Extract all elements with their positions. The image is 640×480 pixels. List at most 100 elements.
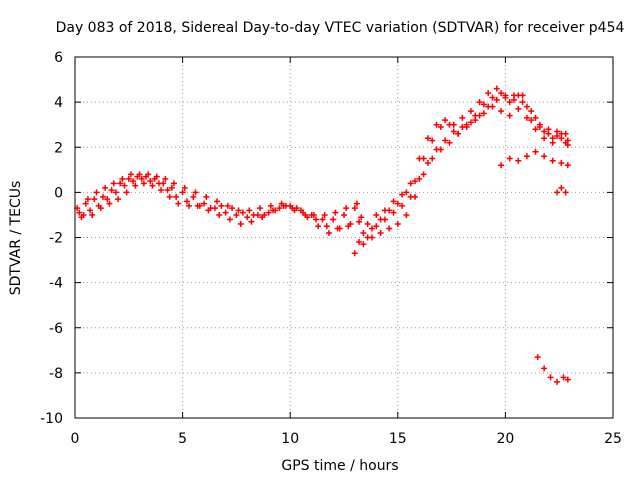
data-point (132, 182, 139, 189)
data-point (433, 146, 440, 153)
data-point (123, 189, 130, 196)
y-tick-label: -10 (40, 411, 63, 427)
data-point (319, 216, 326, 223)
data-point (244, 214, 251, 221)
data-point (534, 354, 541, 361)
data-point (121, 182, 128, 189)
data-point (201, 200, 208, 207)
data-point (158, 187, 165, 194)
data-point (554, 189, 561, 196)
data-point (429, 155, 436, 162)
data-point (377, 216, 384, 223)
data-point (399, 191, 406, 198)
data-point (364, 220, 371, 227)
data-point (368, 225, 375, 232)
data-point (485, 103, 492, 110)
data-point (89, 211, 96, 218)
data-point (358, 214, 365, 221)
data-point (511, 96, 518, 103)
data-point (136, 171, 143, 178)
x-tick-label: 25 (604, 431, 622, 447)
x-tick-label: 5 (178, 431, 187, 447)
data-point (472, 112, 479, 119)
chart-title: Day 083 of 2018, Sidereal Day-to-day VTE… (56, 20, 625, 36)
data-point (170, 180, 177, 187)
data-point (226, 216, 233, 223)
data-point (162, 175, 169, 182)
data-point (347, 220, 354, 227)
data-point (168, 184, 175, 191)
data-point (293, 205, 300, 212)
data-point (181, 184, 188, 191)
data-point (442, 137, 449, 144)
data-point (332, 209, 339, 216)
data-point (493, 85, 500, 92)
data-point (147, 178, 154, 185)
data-point (429, 137, 436, 144)
data-point (207, 205, 214, 212)
data-point (498, 108, 505, 115)
data-point (84, 196, 91, 203)
data-point (186, 202, 193, 209)
data-point (360, 241, 367, 248)
data-point (416, 155, 423, 162)
x-tick-label: 15 (389, 431, 407, 447)
data-point (519, 99, 526, 106)
data-point (140, 180, 147, 187)
data-point (450, 128, 457, 135)
data-point (175, 200, 182, 207)
data-point (80, 211, 87, 218)
data-point (145, 171, 152, 178)
y-tick-label: 6 (54, 50, 63, 66)
data-point (304, 214, 311, 221)
data-point (321, 211, 328, 218)
data-point (541, 365, 548, 372)
x-tick-label: 0 (71, 431, 80, 447)
data-point (108, 187, 115, 194)
data-point (564, 376, 571, 383)
data-point (149, 182, 156, 189)
data-point (343, 205, 350, 212)
data-point (541, 135, 548, 142)
data-point (560, 374, 567, 381)
data-point (480, 101, 487, 108)
x-tick-label: 20 (496, 431, 514, 447)
data-point (528, 108, 535, 115)
data-point (91, 196, 98, 203)
data-point (153, 173, 160, 180)
data-point (463, 121, 470, 128)
data-point (119, 175, 126, 182)
data-point (76, 209, 83, 216)
data-point (424, 160, 431, 167)
data-point (239, 209, 246, 216)
data-point (373, 223, 380, 230)
data-point (265, 209, 272, 216)
data-point (506, 155, 513, 162)
y-tick-label: -2 (49, 231, 63, 247)
data-point (523, 114, 530, 121)
data-point (545, 126, 552, 133)
data-point (125, 175, 132, 182)
data-point (407, 180, 414, 187)
data-point (250, 211, 257, 218)
data-point (403, 189, 410, 196)
data-point (117, 180, 124, 187)
data-point (364, 234, 371, 241)
data-point (416, 175, 423, 182)
data-point (353, 200, 360, 207)
data-point (403, 211, 410, 218)
series-7 (360, 90, 571, 236)
data-point (203, 193, 210, 200)
data-point (310, 211, 317, 218)
data-point (300, 209, 307, 216)
data-point (237, 220, 244, 227)
data-point (455, 130, 462, 137)
data-point (523, 153, 530, 160)
data-point (442, 117, 449, 124)
data-point (166, 193, 173, 200)
data-point (360, 229, 367, 236)
data-point (99, 193, 106, 200)
y-axis-label: SDTVAR / TECUs (8, 181, 24, 296)
